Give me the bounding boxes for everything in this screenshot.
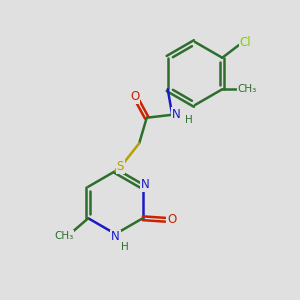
Text: O: O — [130, 90, 139, 103]
Text: CH₃: CH₃ — [238, 84, 257, 94]
Text: Cl: Cl — [240, 36, 251, 49]
Text: N: N — [111, 230, 120, 244]
Text: H: H — [185, 115, 193, 125]
Text: CH₃: CH₃ — [54, 231, 73, 241]
Text: O: O — [167, 213, 176, 226]
Text: N: N — [171, 108, 180, 121]
Text: H: H — [121, 242, 128, 252]
Text: S: S — [117, 160, 124, 173]
Text: N: N — [141, 178, 150, 191]
